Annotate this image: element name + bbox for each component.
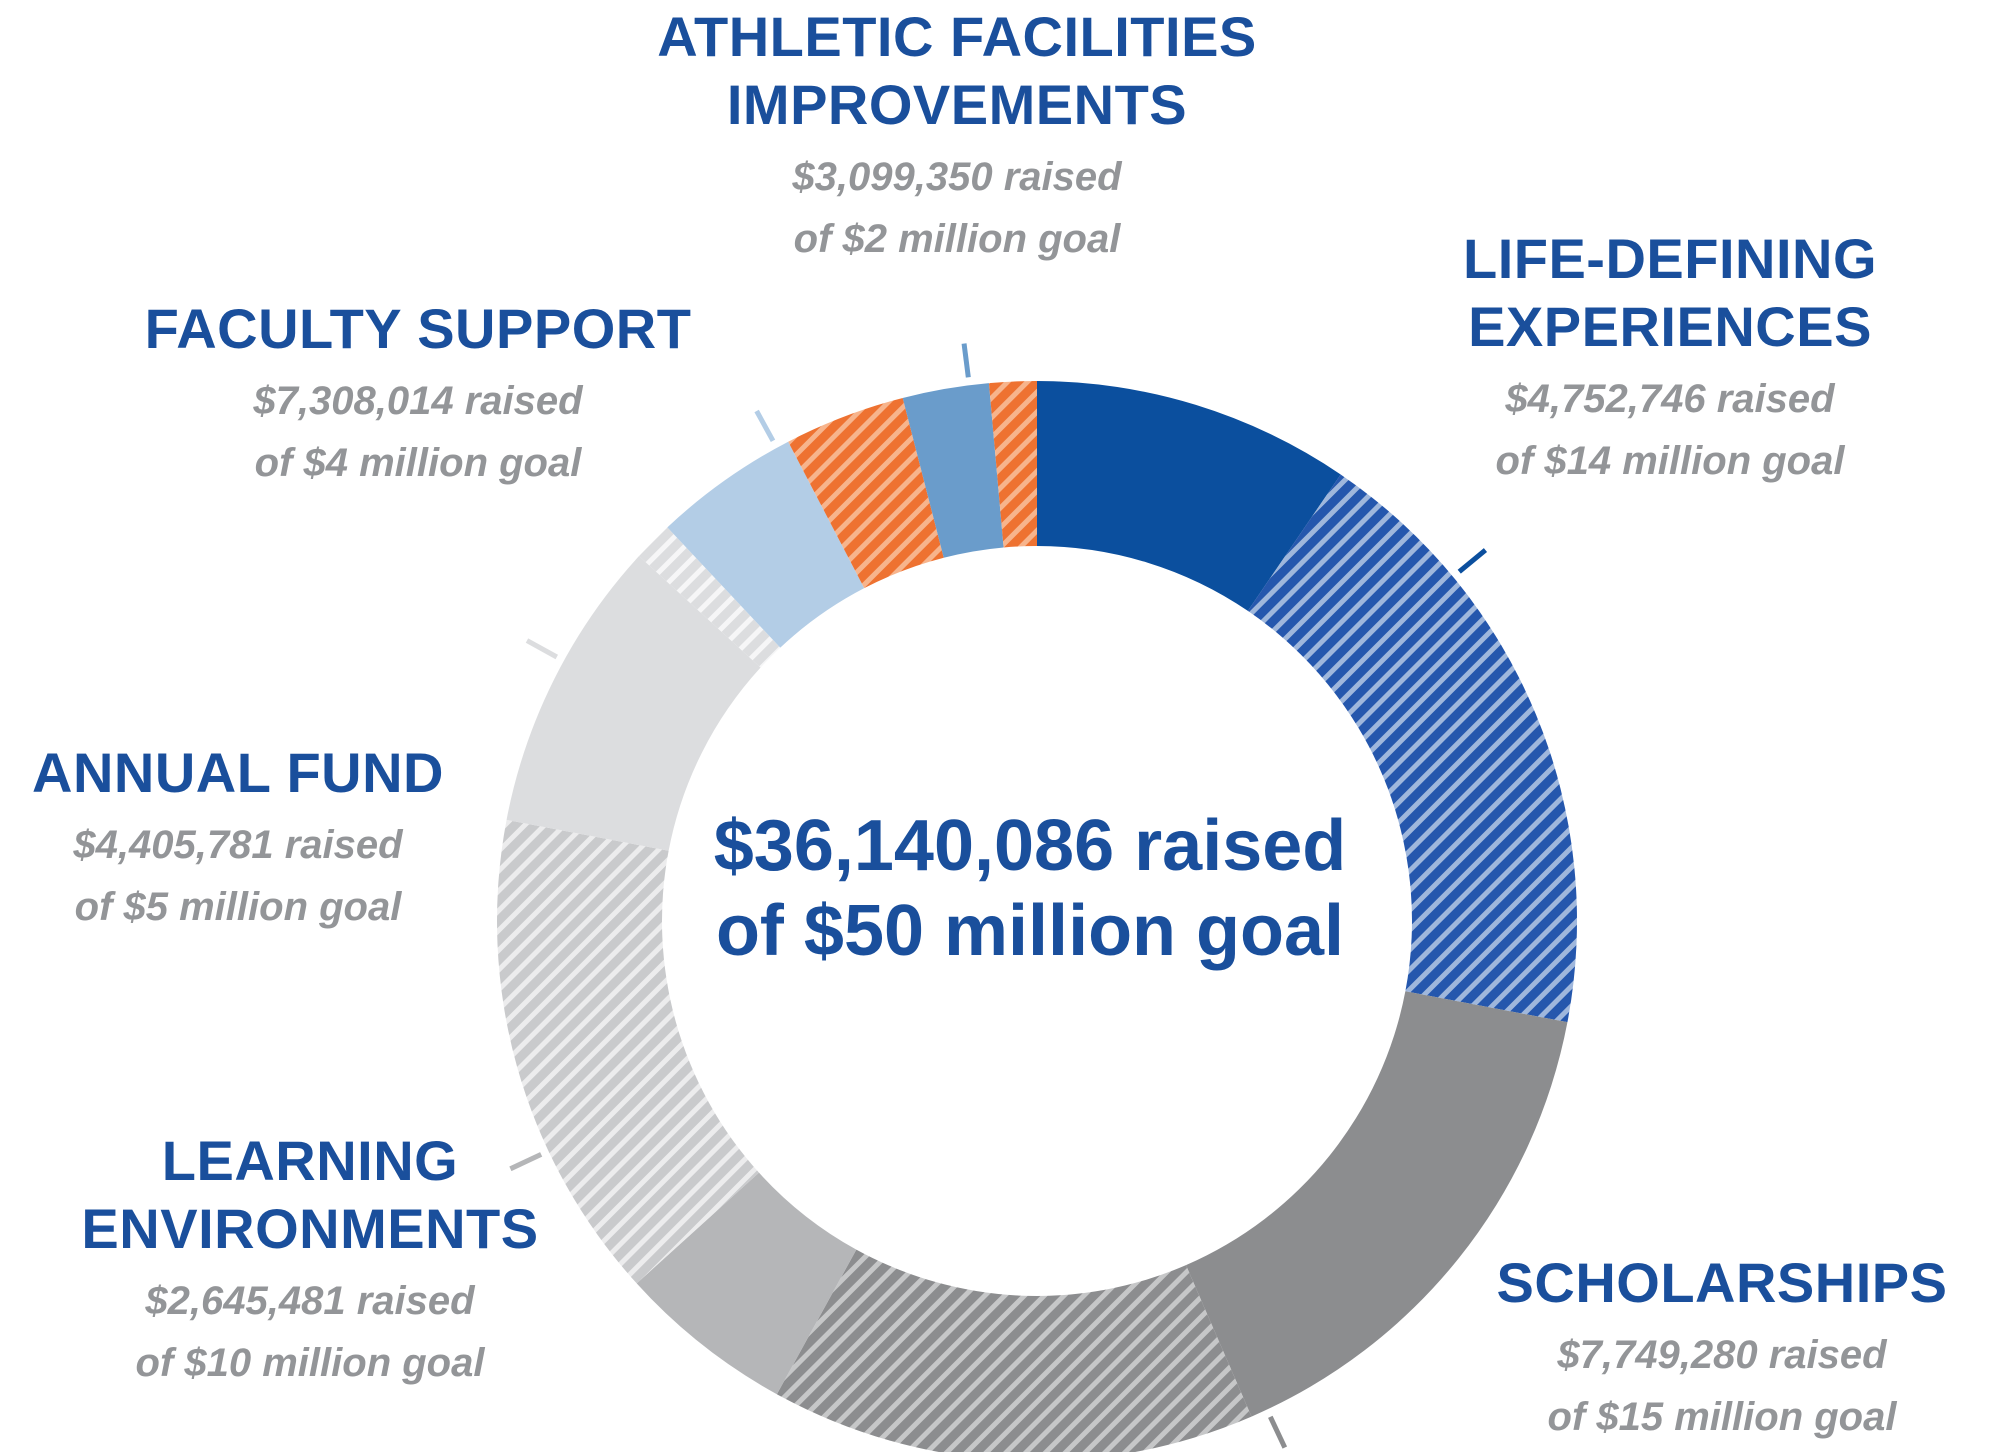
segment-athletic-raised <box>902 383 1004 558</box>
segment-athletic-over-goal <box>988 381 1037 548</box>
label-learning-goal: of $10 million goal <box>136 1341 486 1385</box>
segment-faculty-raised <box>667 441 865 648</box>
segment-life-remaining <box>1247 474 1577 1023</box>
label-athletic-title-1: ATHLETIC FACILITIES <box>657 5 1257 68</box>
tick-annual <box>525 638 558 660</box>
label-athletic-title-2: IMPROVEMENTS <box>727 73 1187 136</box>
label-life-raised: $4,752,746 raised <box>1504 377 1836 421</box>
label-life-title-2: EXPERIENCES <box>1468 295 1872 358</box>
segment-life-raised <box>1037 381 1341 611</box>
label-annual-goal: of $5 million goal <box>75 885 403 929</box>
leader-ticks <box>509 343 1488 1449</box>
segment-annual-raised <box>506 556 761 851</box>
label-athletic-raised: $3,099,350 raised <box>791 155 1123 199</box>
label-learning-raised: $2,645,481 raised <box>144 1279 476 1323</box>
label-athletic-goal: of $2 million goal <box>794 217 1122 261</box>
label-scholarships-title: SCHOLARSHIPS <box>1497 1251 1948 1314</box>
segment-learning-remaining <box>496 819 759 1284</box>
label-scholarships-goal: of $15 million goal <box>1548 1395 1898 1439</box>
label-learning-title-2: ENVIRONMENTS <box>81 1197 538 1260</box>
tick-life <box>1457 548 1488 574</box>
tick-learning <box>509 1152 543 1172</box>
center-total-goal: of $50 million goal <box>716 891 1344 971</box>
label-annual-title: ANNUAL FUND <box>32 741 444 804</box>
donut-segments <box>496 381 1577 1452</box>
segment-annual-remaining <box>639 527 781 668</box>
tick-faculty <box>754 409 776 442</box>
center-total-raised: $36,140,086 raised <box>714 806 1347 886</box>
tick-scholarships <box>1268 1415 1288 1449</box>
label-faculty-raised: $7,308,014 raised <box>252 379 584 423</box>
label-learning-title-1: LEARNING <box>162 1129 458 1192</box>
tick-athletic <box>961 343 971 378</box>
label-life-title-1: LIFE-DEFINING <box>1463 227 1877 290</box>
segment-scholarships-raised <box>1185 991 1568 1417</box>
label-faculty-goal: of $4 million goal <box>255 441 583 485</box>
label-life-goal: of $14 million goal <box>1496 439 1846 483</box>
segment-scholarships-remaining <box>776 1249 1252 1452</box>
label-faculty-title: FACULTY SUPPORT <box>145 297 692 360</box>
label-scholarships-raised: $7,749,280 raised <box>1556 1333 1888 1377</box>
label-annual-raised: $4,405,781 raised <box>72 823 404 867</box>
segment-faculty-over-goal <box>788 397 944 589</box>
segment-learning-raised <box>636 1172 857 1395</box>
